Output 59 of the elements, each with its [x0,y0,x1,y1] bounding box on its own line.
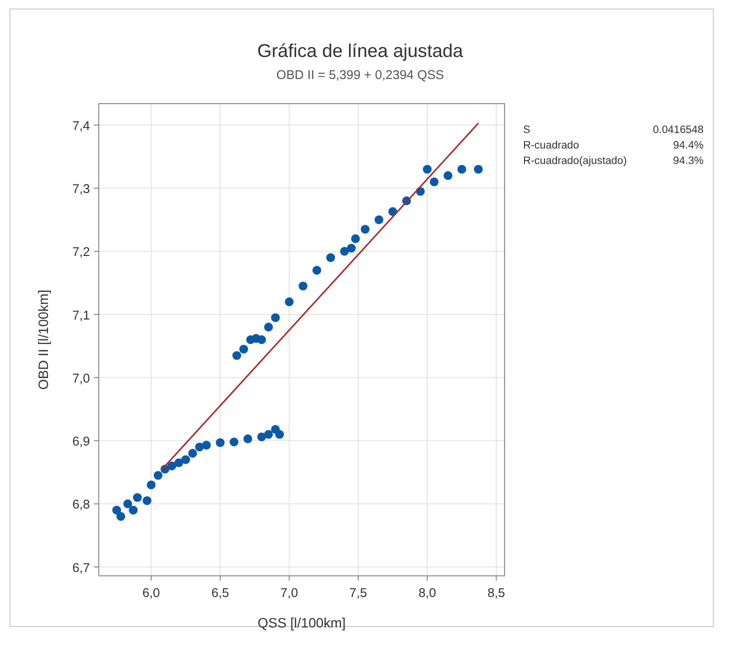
point [346,244,356,253]
y-tick-label: 7,0 [72,371,90,386]
point [312,266,322,275]
point [174,458,184,468]
point [275,430,284,439]
point [123,499,132,508]
point [474,164,483,174]
point [430,177,439,186]
point [202,440,211,450]
point [239,344,248,354]
point [146,480,156,490]
point [360,224,370,234]
point [264,322,273,332]
point [264,430,273,439]
x-tick-label: 8,5 [487,586,506,600]
y-tick-label: 6,7 [72,560,90,575]
y-tick-label: 7,3 [72,182,90,196]
y-axis-title: OBD II [l/100km] [36,290,51,390]
chart-subtitle: OBD II = 5,399 + 0,2394 QSS [276,68,444,82]
x-axis-title: QSS [l/100km] [258,615,346,630]
point [298,282,308,290]
text: R-cuadrado 94.4% [523,139,704,152]
point [112,506,122,515]
point [284,297,294,306]
point [422,164,432,174]
point [230,438,238,446]
x-tick-label: 7,5 [349,586,368,600]
x-tick-label: 6,0 [142,586,160,600]
point [340,246,349,256]
point [257,432,266,442]
point [168,462,176,470]
point [116,512,126,521]
point [444,171,452,180]
point [142,496,152,506]
point [181,455,190,464]
point [257,335,266,344]
x-tick-label: 8,0 [418,586,436,600]
point [132,493,142,502]
y-tick-label: 6,8 [72,498,90,512]
point [232,351,242,360]
y-tick-label: 7,2 [72,245,90,260]
point [154,471,162,480]
point [271,313,280,322]
y-tick-label: 6,9 [72,434,90,449]
point [243,434,252,444]
point [326,253,336,262]
point [374,215,384,224]
text: R-cuadrado(ajustado) 94.3% [523,155,704,168]
y-tick-label: 7,4 [72,118,90,133]
x-tick-label: 7,0 [280,586,298,600]
chart-title: Gráfica de línea ajustada [257,40,464,61]
point [216,438,225,447]
point [457,164,466,174]
point [188,448,197,458]
text: S 0.0416548 [523,124,704,136]
point [128,506,138,515]
point [351,234,360,244]
x-tick-label: 6,5 [211,586,230,600]
y-tick-label: 7,1 [72,308,90,322]
